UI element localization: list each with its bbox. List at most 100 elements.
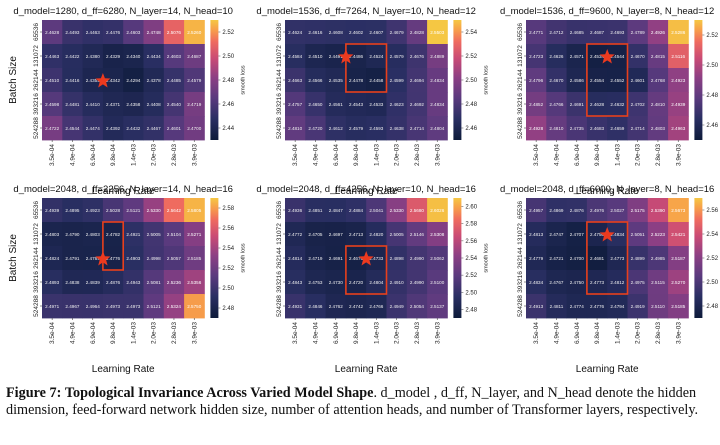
cell-label: 2.4535 xyxy=(329,78,343,83)
cell-label: 2.4847 xyxy=(329,208,343,213)
y-tick-label: 131072 xyxy=(33,45,40,67)
cell-label: 2.4722 xyxy=(45,126,59,131)
heatmap-cell xyxy=(163,270,185,295)
heatmap-cell xyxy=(82,222,104,247)
heatmap-cell xyxy=(647,68,669,93)
heatmap-cell xyxy=(42,92,63,117)
cell-label: 2.4804 xyxy=(369,280,383,285)
heatmap-cell xyxy=(366,44,387,69)
cell-label: 2.4416 xyxy=(65,78,79,83)
heatmap-cell xyxy=(546,270,567,295)
cell-label: 2.4963 xyxy=(671,126,685,131)
colorbar-tick-label: 2.46 xyxy=(465,126,477,132)
heatmap-cell xyxy=(62,92,83,117)
cell-label: 2.4973 xyxy=(106,304,120,309)
heatmap-cell xyxy=(566,294,588,319)
cell-label: 2.5236 xyxy=(167,280,181,285)
cell-label: 2.4964 xyxy=(86,304,100,309)
colorbar-tick-label: 2.52 xyxy=(465,54,477,60)
heatmap-cell xyxy=(345,198,367,223)
heatmap-cell xyxy=(305,270,326,295)
cell-label: 2.5051 xyxy=(631,232,645,237)
cell-label: 2.4839 xyxy=(86,280,100,285)
heatmap-cell xyxy=(546,222,567,247)
cell-label: 2.4650 xyxy=(308,102,322,107)
heatmap-cell xyxy=(345,68,367,93)
heatmap-cell xyxy=(102,198,124,223)
heatmap-cell xyxy=(627,222,649,247)
optimal-region-box xyxy=(586,221,629,295)
cell-label: 2.4939 xyxy=(671,102,685,107)
y-axis-label: Batch Size xyxy=(8,56,19,104)
heatmap-cell xyxy=(42,20,63,45)
heatmap-panel: d_model=1536, d_ff=9600, N_layer=8, N_he… xyxy=(500,6,719,197)
cell-label: 2.4579 xyxy=(187,78,201,83)
cell-label: 2.5076 xyxy=(167,30,181,35)
colorbar-tick-label: 2.52 xyxy=(222,266,234,272)
cell-label: 2.4697 xyxy=(329,232,343,237)
heatmap-cell xyxy=(143,44,165,69)
heatmap-cell xyxy=(285,20,306,45)
heatmap-cell xyxy=(668,20,689,45)
panel-title: d_model=1280, d_ff=6280, N_layer=14, N_h… xyxy=(13,6,233,17)
cell-label: 2.4898 xyxy=(390,256,404,261)
cell-label: 2.4663 xyxy=(288,78,302,83)
colorbar-tick-label: 2.48 xyxy=(222,306,234,312)
cell-label: 2.4753 xyxy=(308,280,322,285)
heatmap-cell xyxy=(62,222,83,247)
cell-label: 2.5390 xyxy=(651,208,665,213)
heatmap-cell xyxy=(406,92,428,117)
cell-label: 2.4810 xyxy=(549,126,563,131)
x-tick-label: 4.9e-04 xyxy=(312,144,319,166)
cell-label: 2.4766 xyxy=(549,102,563,107)
x-tick-label: 6.9e-04 xyxy=(574,322,581,344)
heatmap-cell xyxy=(123,198,144,223)
cell-label: 2.4432 xyxy=(126,126,140,131)
x-tick-label: 2.0e-03 xyxy=(635,322,642,344)
cell-label: 2.4790 xyxy=(65,232,79,237)
cell-label: 2.4534 xyxy=(590,54,604,59)
heatmap-panel: d_model=2048, d_ff=2256, N_layer=14, N_h… xyxy=(8,184,246,375)
y-tick-label: 524288 xyxy=(517,295,524,317)
cell-label: 2.4481 xyxy=(65,102,79,107)
cell-label: 2.4486 xyxy=(349,54,363,59)
cell-label: 2.5121 xyxy=(126,208,140,213)
heatmap-cell xyxy=(305,198,326,223)
cell-label: 2.4712 xyxy=(549,30,563,35)
heatmap-cell xyxy=(627,116,649,141)
heatmap-cell xyxy=(82,270,104,295)
cell-label: 2.4408 xyxy=(147,102,161,107)
heatmap-cell xyxy=(607,270,628,295)
cell-label: 2.4702 xyxy=(631,102,645,107)
cell-label: 2.4804 xyxy=(430,126,444,131)
heatmap-cell xyxy=(586,246,608,271)
cell-label: 2.4524 xyxy=(369,54,383,59)
colorbar-tick-label: 2.54 xyxy=(465,30,477,36)
x-tick-label: 4.9e-04 xyxy=(553,322,560,344)
cell-label: 2.5503 xyxy=(430,30,444,35)
cell-label: 2.4616 xyxy=(308,30,322,35)
cell-label: 2.5330 xyxy=(147,208,161,213)
heatmap-cell xyxy=(607,92,628,117)
x-axis-label: Learning Rate xyxy=(92,364,155,375)
cell-label: 2.5116 xyxy=(671,54,685,59)
panel-title: d_model=1536, d_ff=7264, N_layer=10, N_h… xyxy=(256,6,476,17)
cell-label: 2.4721 xyxy=(549,256,563,261)
x-tick-label: 6.9e-04 xyxy=(333,144,340,166)
cell-label: 2.4919 xyxy=(631,304,645,309)
heatmap-cell xyxy=(668,222,689,247)
heatmap-cell xyxy=(546,68,567,93)
x-tick-label: 3.5e-04 xyxy=(533,144,540,166)
heatmap-cell xyxy=(668,44,689,69)
x-tick-label: 3.9e-03 xyxy=(191,322,198,344)
colorbar-tick-label: 2.46 xyxy=(222,102,234,108)
heatmap-cell xyxy=(285,68,306,93)
heatmap-cell xyxy=(627,270,649,295)
heatmap-cell xyxy=(406,246,428,271)
cell-label: 2.4392 xyxy=(106,126,120,131)
cell-label: 2.5057 xyxy=(167,256,181,261)
cell-label: 2.4474 xyxy=(86,126,100,131)
colorbar-tick-label: 2.46 xyxy=(706,123,718,129)
heatmap-cell xyxy=(607,44,628,69)
cell-label: 2.4791 xyxy=(65,256,79,261)
